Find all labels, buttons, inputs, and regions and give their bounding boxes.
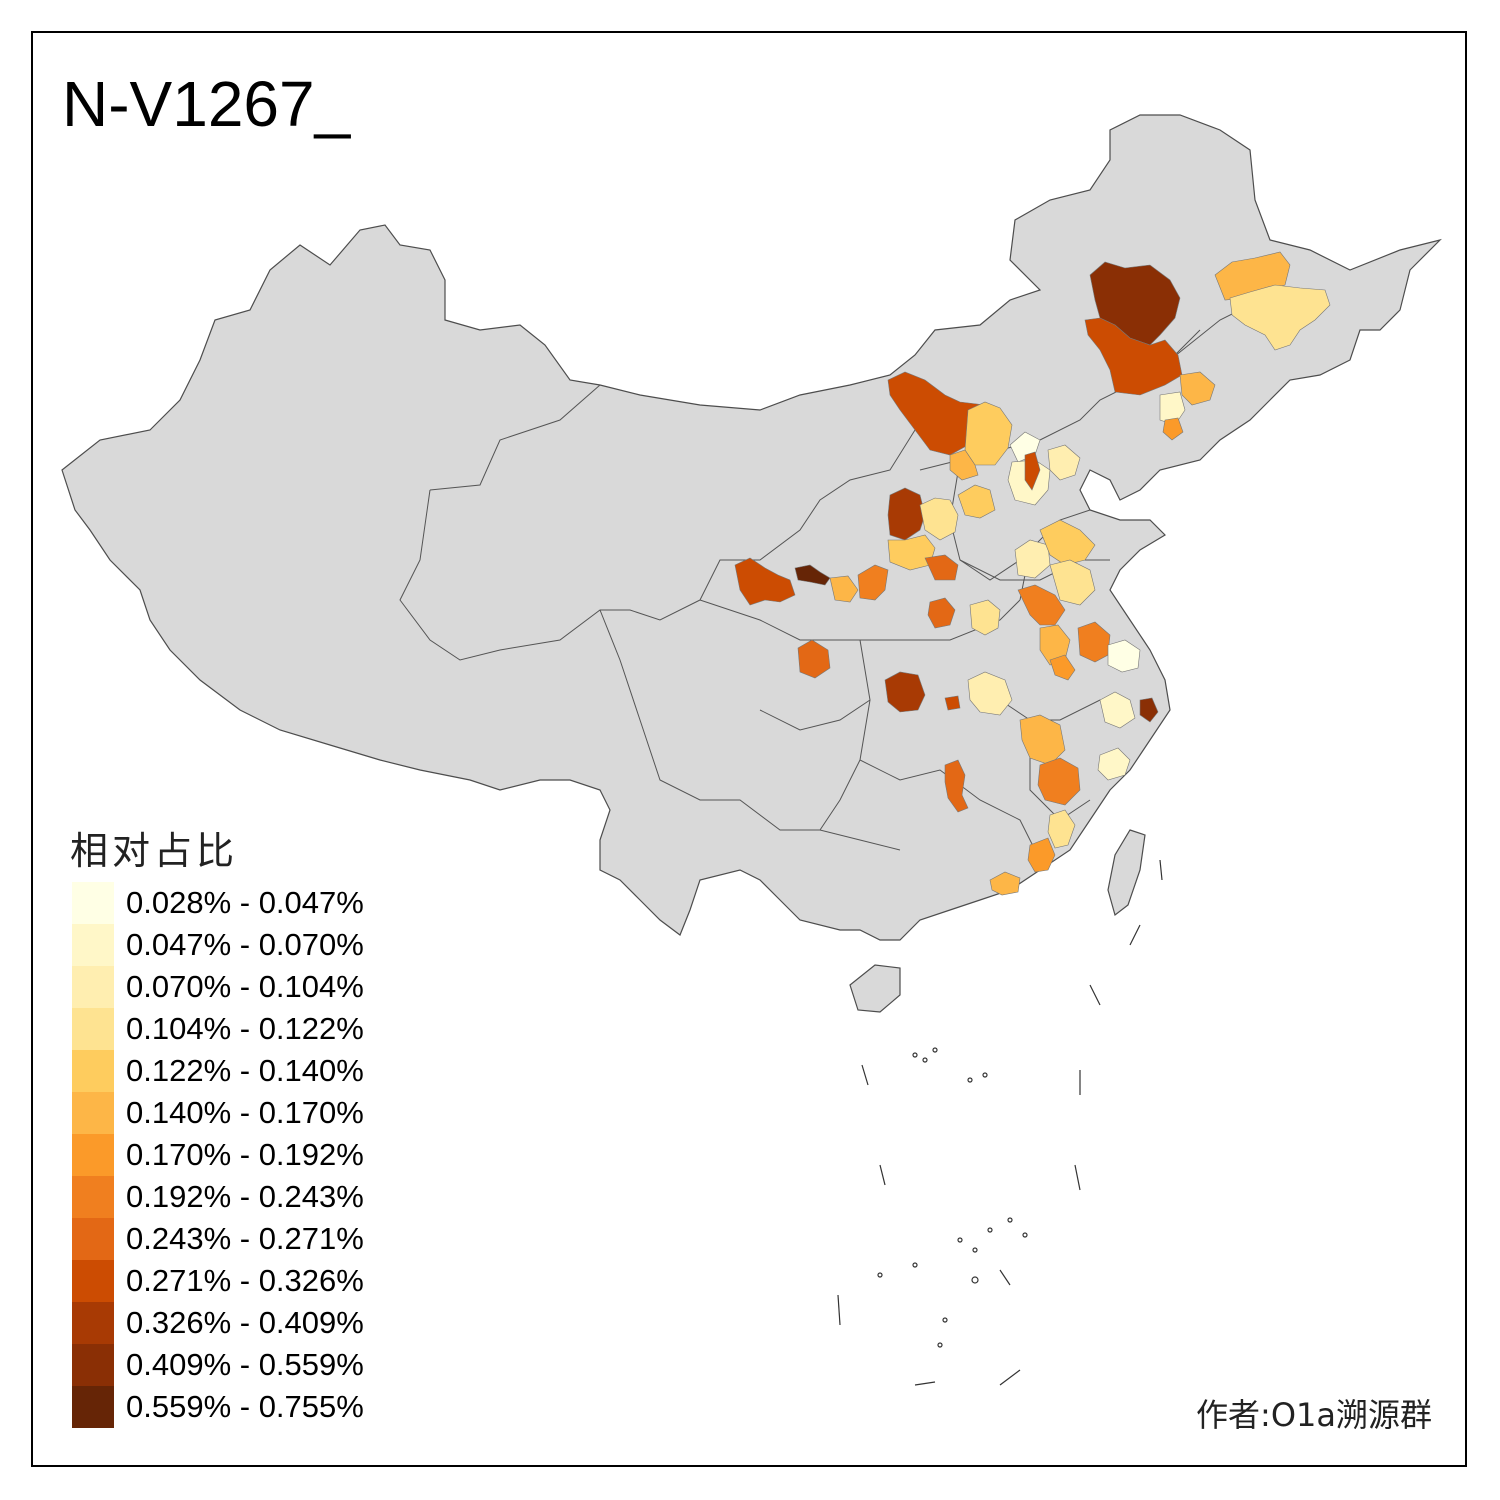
region-zhejiang-north [1099,691,1136,729]
region-shaanxi-north [919,497,959,541]
region-hubei-small [944,695,961,711]
region-shandong-east [1049,559,1096,606]
region-guangdong-small [989,871,1021,896]
region-hunan-orange [944,759,969,813]
map-title: N-V1267_ [62,68,351,140]
legend-label: 0.409% - 0.559% [126,1347,364,1382]
region-hebei-northwest [949,449,979,481]
region-anhui-orange [1049,654,1076,681]
region-liaoning-south [1162,417,1184,441]
legend-title: 相对占比 [70,829,239,873]
legend-swatch [72,1260,114,1302]
legend-swatch [72,1092,114,1134]
author-credit: 作者:O1a溯源群 [1196,1396,1432,1434]
map-frame [31,31,1467,1467]
legend-label: 0.326% - 0.409% [126,1305,364,1340]
legend-swatch [72,1344,114,1386]
region-fujian-yellow [1047,809,1076,849]
region-gansu-red [734,557,796,606]
taiwan-island [1107,829,1146,917]
region-guangdong-east [1027,837,1056,873]
region-liaoning-west [1179,371,1216,406]
region-gansu-yellow [829,575,859,603]
region-shanghai-area [1107,639,1141,673]
legend-label: 0.192% - 0.243% [126,1179,364,1214]
region-jiangxi-yellow [1019,714,1066,766]
south-sea-islands [837,859,1163,1386]
legend-label: 0.122% - 0.140% [126,1053,364,1088]
legend-swatch [72,966,114,1008]
region-ordos [887,487,926,541]
region-shandong-south [1017,584,1066,626]
region-gansu-dark [794,564,831,586]
region-liaoning-center [1159,391,1186,426]
legend-swatch [72,1050,114,1092]
legend-swatch [72,1176,114,1218]
legend-swatch [72,1302,114,1344]
region-zhejiang-dark [1139,697,1159,723]
region-zhejiang-south [1097,747,1131,781]
region-shaanxi-orange [857,564,889,601]
region-hebei-red [1024,451,1041,491]
region-hubei-red [884,671,926,713]
legend-label: 0.559% - 0.755% [126,1389,364,1424]
region-shanxi-north [957,484,996,519]
legend-swatch [72,1218,114,1260]
region-chongqing [797,639,831,679]
legend-label: 0.170% - 0.192% [126,1137,364,1172]
region-shanxi-south [924,554,959,581]
legend-label: 0.028% - 0.047% [126,885,364,920]
region-hubei-yellow [967,671,1013,716]
region-tianjin [1047,444,1081,481]
region-heilongjiang-east [1229,284,1331,351]
legend-label: 0.070% - 0.104% [126,969,364,1004]
legend-label: 0.047% - 0.070% [126,927,364,962]
legend-label: 0.140% - 0.170% [126,1095,364,1130]
legend-label: 0.243% - 0.271% [126,1221,364,1256]
legend-swatch [72,1386,114,1428]
legend-label: 0.104% - 0.122% [126,1011,364,1046]
legend-swatch [72,1134,114,1176]
region-henan-yellow [969,599,1001,636]
region-shandong-center [1039,519,1096,566]
region-shaanxi-center [887,534,936,571]
legend-swatch [72,882,114,924]
colored-regions [734,251,1331,896]
legend-swatch [72,924,114,966]
hainan-island [849,964,901,1013]
legend-swatch [72,1008,114,1050]
region-fujian-orange [1037,757,1081,806]
legend-label: 0.271% - 0.326% [126,1263,364,1298]
region-henan-orange [927,597,956,629]
china-outline [61,114,1442,941]
